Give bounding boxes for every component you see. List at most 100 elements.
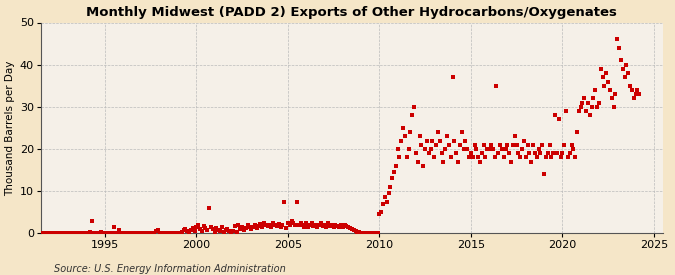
Point [434,138,445,143]
Point [250,223,261,227]
Point [570,155,580,160]
Point [396,138,407,143]
Point [193,223,204,227]
Point [372,231,383,235]
Point [186,228,196,232]
Point [597,75,608,79]
Point [487,147,498,151]
Point [632,88,643,92]
Point [302,225,313,229]
Point [217,225,227,229]
Point [328,225,339,229]
Point [389,170,400,174]
Point [57,231,68,235]
Point [227,229,238,233]
Point [85,230,96,234]
Point [156,231,167,235]
Point [427,138,438,143]
Point [423,151,434,155]
Point [194,227,205,231]
Point [256,225,267,229]
Point [562,155,573,160]
Point [412,160,423,164]
Point [484,147,495,151]
Point [308,224,319,228]
Point [273,222,284,226]
Point [489,155,500,160]
Point [438,160,449,164]
Point [350,229,361,233]
Point [182,229,192,233]
Point [546,155,557,160]
Point [266,225,277,229]
Point [240,226,251,230]
Point [124,231,134,235]
Point [593,100,604,105]
Point [628,96,639,101]
Point [325,224,335,228]
Point [332,224,343,228]
Point [577,100,588,105]
Point [292,199,302,204]
Point [343,225,354,229]
Point [317,224,328,228]
Point [418,164,429,168]
Point [346,227,357,231]
Point [54,231,65,235]
Point [425,147,436,151]
Point [114,228,125,232]
Point [88,231,99,235]
Point [566,142,577,147]
Point [312,225,323,229]
Point [184,230,194,235]
Point [50,231,61,235]
Point [359,231,370,235]
Point [173,231,184,235]
Point [531,155,542,160]
Point [222,227,233,231]
Point [510,134,520,139]
Point [491,84,502,88]
Point [103,231,114,235]
Point [564,151,575,155]
Point [524,151,535,155]
Point [264,223,275,227]
Point [136,231,147,235]
Point [165,231,176,235]
Point [269,223,280,227]
Point [585,113,595,117]
Point [129,231,140,235]
Point [271,224,282,228]
Point [237,225,248,229]
Point [321,225,331,229]
Point [235,227,246,231]
Point [520,155,531,160]
Point [162,231,173,235]
Point [112,231,123,235]
Point [535,151,546,155]
Point [244,225,255,229]
Point [74,231,84,235]
Point [555,155,566,160]
Point [579,96,590,101]
Point [429,155,439,160]
Point [504,151,514,155]
Point [109,225,119,229]
Point [456,130,467,134]
Point [522,142,533,147]
Point [282,221,293,225]
Point [41,231,52,235]
Point [189,229,200,233]
Point [403,147,414,151]
Point [117,231,128,235]
Point [119,231,130,235]
Point [178,228,189,232]
Point [482,147,493,151]
Point [259,221,269,225]
Point [253,224,264,228]
Point [605,88,616,92]
Point [130,231,141,235]
Point [398,126,408,130]
Point [449,138,460,143]
Point [371,231,381,235]
